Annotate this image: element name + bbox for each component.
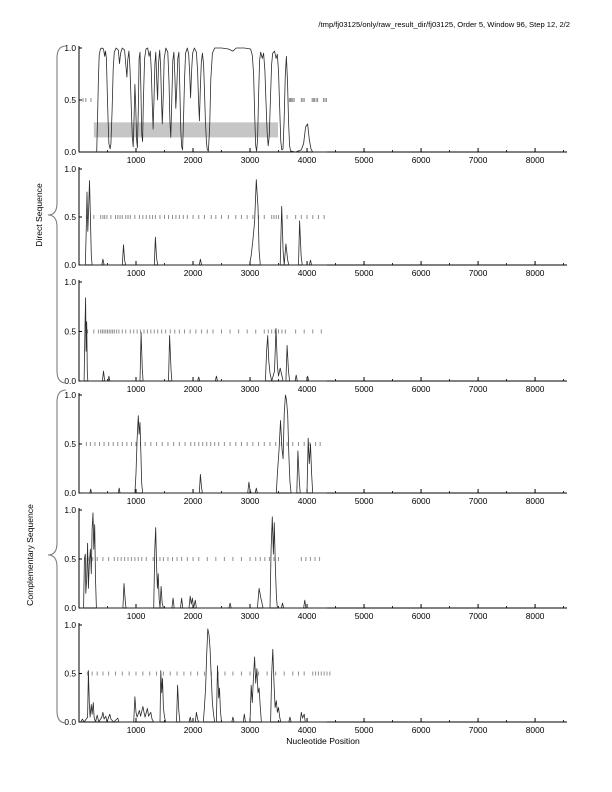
- y-tick-label: 1.0: [64, 620, 76, 630]
- x-tick-label: 6000: [412, 155, 431, 165]
- y-tick-label: 0.0: [64, 260, 76, 270]
- x-tick-label: 8000: [526, 611, 545, 621]
- x-tick-label: 2000: [184, 155, 203, 165]
- x-tick-label: 4000: [298, 268, 317, 278]
- plot-title: /tmp/fj03125/only/raw_result_dir/fj03125…: [318, 20, 570, 29]
- x-tick-label: 7000: [469, 155, 488, 165]
- x-tick-label: 5000: [355, 611, 374, 621]
- panels-group: 0.0 0.5 1.0 1000 2000 3000 4000 5000 6000 7000 800…: [64, 43, 567, 735]
- x-tick-label: 1000: [127, 611, 146, 621]
- x-tick-label: 3000: [241, 155, 260, 165]
- x-tick-label: 1000: [127, 496, 146, 506]
- x-tick-label: 2000: [184, 611, 203, 621]
- y-tick-label: 1.0: [64, 505, 76, 515]
- coding-potential-curve: [96, 47, 327, 153]
- panel-axes: [78, 167, 567, 266]
- y-tick-label: 0.5: [64, 327, 76, 337]
- panel-complementary-4: 0.0 0.5 1.0 1000 2000 3000 4000 5000 6000 7000 800…: [64, 505, 567, 621]
- x-tick-label: 2000: [184, 384, 203, 394]
- y-tick-label: 0.0: [64, 717, 76, 727]
- direct-sequence-brace: [47, 45, 67, 384]
- x-axis-title: Nucleotide Position: [286, 736, 360, 746]
- group-label-direct-sequence: Direct Sequence: [34, 183, 44, 247]
- x-tick-label: 6000: [412, 496, 431, 506]
- x-tick-label: 2000: [184, 725, 203, 735]
- panel-axes: [78, 623, 567, 723]
- x-tick-label: 6000: [412, 611, 431, 621]
- panel-direct-0: 0.0 0.5 1.0 1000 2000 3000 4000 5000 6000 7000 800…: [64, 43, 567, 165]
- y-tick-label: 0.0: [64, 488, 76, 498]
- group-label-complementary-sequence: Complementary Sequence: [25, 504, 35, 606]
- x-tick-label: 8000: [526, 496, 545, 506]
- panel-complementary-3: 0.0 0.5 1.0 1000 2000 3000 4000 5000 6000 7000 800…: [64, 390, 567, 506]
- panel-axes: [78, 46, 567, 153]
- x-tick-label: 7000: [469, 384, 488, 394]
- x-tick-label: 1000: [127, 268, 146, 278]
- y-tick-label: 1.0: [64, 277, 76, 287]
- y-tick-label: 0.5: [64, 95, 76, 105]
- panel-direct-2: 0.0 0.5 1.0 1000 2000 3000 4000 5000 6000 7000 800…: [64, 277, 567, 394]
- y-tick-label: 0.0: [64, 147, 76, 157]
- y-tick-label: 0.5: [64, 212, 76, 222]
- x-tick-label: 1000: [127, 155, 146, 165]
- x-tick-label: 5000: [355, 496, 374, 506]
- x-tick-label: 8000: [526, 155, 545, 165]
- x-tick-label: 3000: [241, 725, 260, 735]
- y-tick-label: 0.0: [64, 603, 76, 613]
- coding-potential-curve: [80, 512, 327, 609]
- panel-direct-1: 0.0 0.5 1.0 1000 2000 3000 4000 5000 6000 7000 800…: [64, 164, 567, 278]
- y-tick-label: 1.0: [64, 43, 76, 53]
- x-tick-label: 5000: [355, 384, 374, 394]
- panel-axes: [78, 508, 567, 609]
- x-tick-label: 8000: [526, 725, 545, 735]
- shading-band: [93, 122, 278, 138]
- x-tick-label: 7000: [469, 496, 488, 506]
- y-tick-label: 0.0: [64, 376, 76, 386]
- x-tick-label: 4000: [298, 155, 317, 165]
- x-tick-label: 4000: [298, 725, 317, 735]
- coding-potential-curve: [80, 297, 327, 382]
- x-tick-label: 3000: [241, 384, 260, 394]
- x-tick-label: 1000: [127, 725, 146, 735]
- x-tick-label: 8000: [526, 384, 545, 394]
- x-tick-label: 4000: [298, 384, 317, 394]
- y-tick-label: 1.0: [64, 390, 76, 400]
- x-tick-label: 5000: [355, 725, 374, 735]
- x-tick-label: 2000: [184, 268, 203, 278]
- coding-potential-curve: [80, 394, 327, 494]
- x-tick-label: 2000: [184, 496, 203, 506]
- x-tick-label: 8000: [526, 268, 545, 278]
- panel-axes: [78, 393, 567, 494]
- x-tick-label: 5000: [355, 155, 374, 165]
- coding-potential-curve: [80, 628, 327, 723]
- y-tick-label: 0.5: [64, 554, 76, 564]
- x-tick-label: 4000: [298, 611, 317, 621]
- x-tick-label: 3000: [241, 268, 260, 278]
- x-tick-label: 7000: [469, 268, 488, 278]
- x-tick-label: 6000: [412, 725, 431, 735]
- y-tick-label: 0.5: [64, 669, 76, 679]
- complementary-sequence-brace: [47, 389, 67, 724]
- y-tick-label: 1.0: [64, 164, 76, 174]
- x-tick-label: 6000: [412, 384, 431, 394]
- x-tick-label: 4000: [298, 496, 317, 506]
- x-tick-label: 3000: [241, 611, 260, 621]
- x-tick-label: 1000: [127, 384, 146, 394]
- y-tick-label: 0.5: [64, 439, 76, 449]
- panel-axes: [78, 280, 567, 382]
- coding-potential-curve: [80, 179, 327, 266]
- x-tick-label: 7000: [469, 611, 488, 621]
- x-tick-label: 3000: [241, 496, 260, 506]
- x-tick-label: 5000: [355, 268, 374, 278]
- x-tick-label: 7000: [469, 725, 488, 735]
- x-tick-label: 6000: [412, 268, 431, 278]
- panel-complementary-5: 0.0 0.5 1.0 1000 2000 3000 4000 5000 6000 7000 800…: [64, 620, 567, 735]
